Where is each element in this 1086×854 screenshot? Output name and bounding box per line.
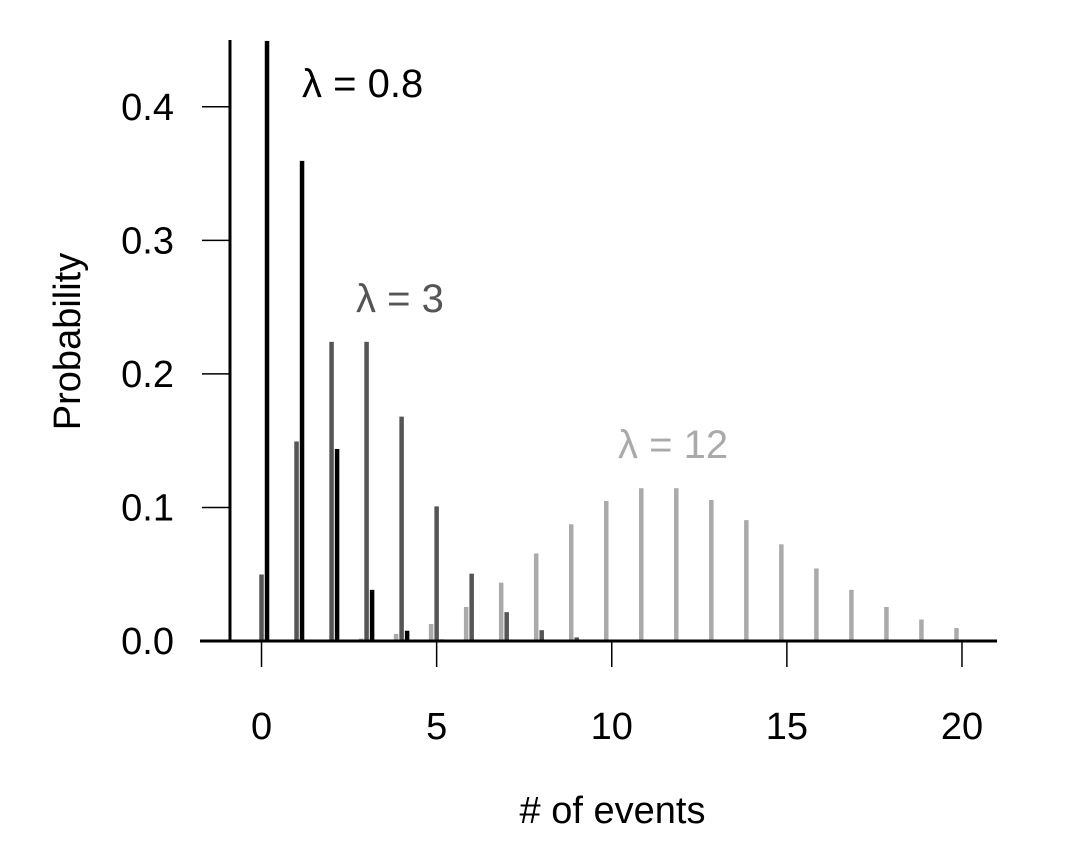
x-axis: 0 5 10 15 20 (251, 641, 983, 748)
bars-layer (259, 40, 959, 642)
bar-lambda-12-7 (498, 582, 504, 641)
bar-lambda-12-14 (744, 520, 749, 641)
y-axis-title: Probability (47, 253, 89, 430)
bar-lambda-3-2 (329, 341, 334, 641)
x-tick-label-0: 0 (251, 706, 272, 748)
bar-lambda-3-9 (574, 637, 579, 641)
series-lambda-3 (259, 341, 685, 641)
bar-lambda-12-20 (954, 628, 959, 641)
bar-lambda-12-16 (814, 568, 819, 641)
bar-lambda-12-18 (884, 606, 889, 641)
bar-lambda-0-8-4 (404, 630, 410, 641)
bar-lambda-12-17 (849, 589, 854, 641)
bar-lambda-0-8-1 (299, 160, 305, 641)
bar-lambda-3-1 (294, 441, 299, 641)
bar-lambda-0-8-2 (334, 448, 340, 641)
bar-lambda-12-15 (779, 544, 784, 641)
bar-lambda-12-12 (674, 488, 679, 641)
bar-lambda-12-10 (604, 501, 609, 641)
bar-lambda-12-4 (393, 633, 399, 641)
bar-lambda-12-8 (533, 553, 539, 641)
bar-lambda-3-7 (504, 612, 509, 641)
bar-lambda-12-5 (428, 624, 434, 641)
y-tick-label-0.2: 0.2 (121, 354, 174, 396)
bar-lambda-12-6 (463, 606, 469, 641)
bar-lambda-3-4 (399, 416, 404, 641)
bar-lambda-12-9 (568, 524, 574, 641)
bar-lambda-3-8 (539, 630, 544, 641)
series-label-lambda-12: λ = 12 (618, 423, 728, 467)
bar-lambda-12-19 (919, 619, 924, 641)
y-tick-label-0.3: 0.3 (121, 220, 174, 262)
x-tick-label-15: 15 (766, 706, 808, 748)
x-tick-label-5: 5 (426, 706, 447, 748)
x-tick-label-10: 10 (591, 706, 633, 748)
y-axis: 0.0 0.1 0.2 0.3 0.4 (121, 87, 230, 663)
x-axis-title: # of events (520, 790, 706, 832)
series-lambda-12 (288, 488, 959, 641)
x-tick-label-20: 20 (941, 706, 983, 748)
bar-lambda-3-6 (469, 573, 474, 641)
bar-lambda-12-13 (709, 499, 714, 641)
bar-lambda-0-8-0 (264, 40, 270, 642)
y-tick-label-0.4: 0.4 (121, 87, 174, 129)
series-label-lambda-0-8: λ = 0.8 (302, 62, 423, 106)
bar-lambda-0-8-3 (369, 589, 375, 641)
bar-lambda-12-11 (639, 488, 644, 641)
series-label-lambda-3: λ = 3 (356, 277, 444, 321)
bar-lambda-3-5 (434, 506, 439, 641)
y-tick-label-0.0: 0.0 (121, 621, 174, 663)
bar-lambda-3-0 (259, 574, 264, 641)
bar-lambda-3-3 (364, 341, 369, 641)
y-tick-label-0.1: 0.1 (121, 487, 174, 529)
